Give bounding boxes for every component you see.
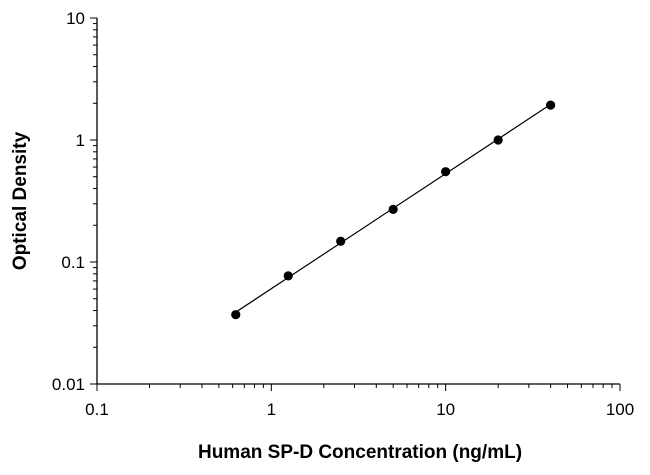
data-point	[388, 204, 398, 214]
x-tick-label: 10	[436, 400, 455, 419]
x-axis-title: Human SP-D Concentration (ng/mL)	[198, 442, 522, 463]
x-axis-ticks	[96, 384, 621, 391]
x-tick-label: 0.1	[85, 400, 109, 419]
x-tick-label: 100	[606, 400, 634, 419]
data-point	[336, 236, 346, 246]
plot-axes	[96, 18, 620, 385]
y-axis-title: Optical Density	[10, 131, 31, 270]
data-point	[441, 167, 451, 177]
y-tick-label: 0.01	[52, 375, 85, 394]
y-tick-label: 0.1	[61, 253, 85, 272]
x-axis-tick-labels: 0.1 1 10 100	[85, 400, 634, 419]
y-tick-label: 10	[66, 9, 85, 28]
data-point	[283, 271, 293, 281]
y-axis-tick-labels: 0.01 0.1 1 10	[52, 9, 85, 394]
data-point	[546, 100, 556, 110]
data-point	[493, 135, 503, 145]
y-tick-label: 1	[76, 131, 85, 150]
data-points	[231, 100, 556, 320]
y-axis-ticks	[90, 17, 97, 385]
data-point	[231, 310, 241, 320]
x-tick-label: 1	[267, 400, 276, 419]
